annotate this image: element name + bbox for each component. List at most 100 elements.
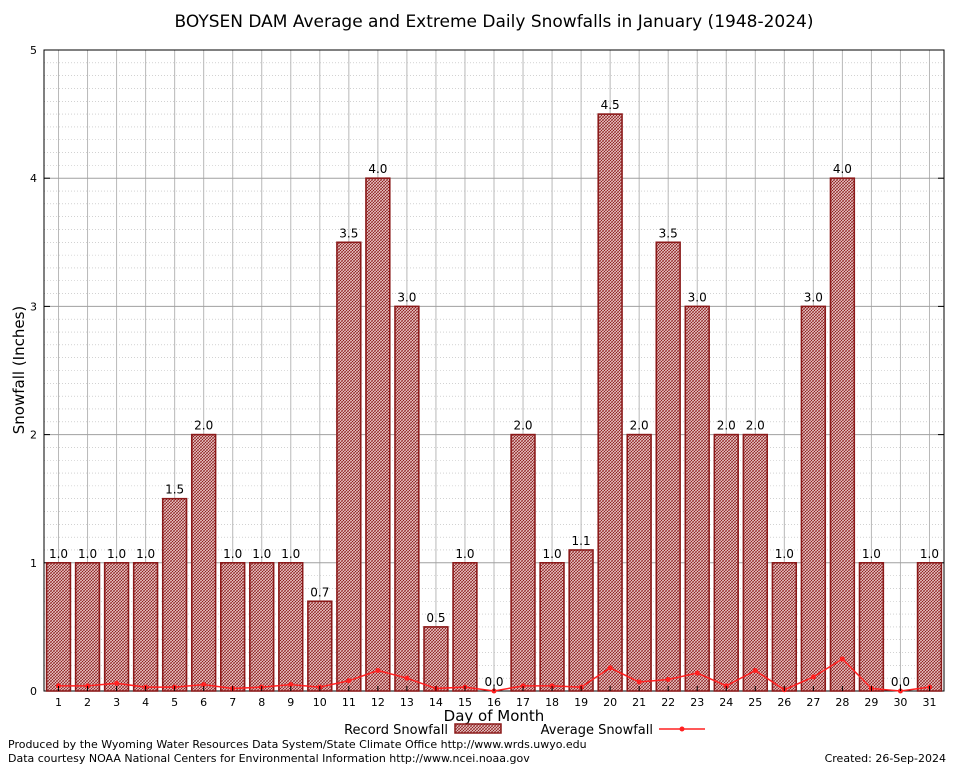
bar-value-label: 0.7 — [310, 585, 329, 599]
average-point — [201, 682, 207, 688]
record-bar — [190, 433, 217, 692]
x-tick-label: 26 — [777, 696, 791, 709]
x-tick-label: 17 — [516, 696, 530, 709]
bar-value-label: 2.0 — [194, 419, 213, 433]
record-bar — [916, 561, 943, 692]
record-bar — [452, 561, 478, 692]
bar-value-label: 1.0 — [543, 547, 562, 561]
bar-value-label: 1.0 — [455, 547, 474, 561]
y-tick-label: 1 — [30, 557, 37, 570]
bar-value-label: 1.0 — [107, 547, 126, 561]
bar-value-label: 2.0 — [630, 419, 649, 433]
record-bar — [74, 561, 101, 692]
record-bar — [220, 561, 246, 692]
average-point — [810, 674, 816, 680]
x-tick-label: 20 — [603, 696, 617, 709]
bar-value-label: 1.0 — [775, 547, 794, 561]
record-bar — [539, 561, 565, 692]
y-tick-label: 2 — [30, 429, 37, 442]
average-point — [636, 679, 642, 685]
x-tick-label: 12 — [371, 696, 385, 709]
bar-value-label: 1.0 — [862, 547, 881, 561]
record-bar — [800, 305, 827, 692]
bar-value-label: 1.0 — [281, 547, 300, 561]
x-tick-label: 28 — [835, 696, 849, 709]
average-point — [404, 675, 410, 681]
average-point — [549, 683, 555, 689]
x-tick-label: 4 — [142, 696, 149, 709]
y-axis-label: Snowfall (Inches) — [10, 306, 28, 434]
x-tick-label: 27 — [806, 696, 820, 709]
bar-value-label: 2.0 — [746, 419, 765, 433]
average-point — [288, 682, 294, 688]
record-bar — [858, 561, 885, 692]
bar-value-label: 3.0 — [397, 290, 416, 304]
average-point — [85, 683, 91, 689]
average-point — [114, 680, 120, 686]
x-tick-label: 24 — [719, 696, 733, 709]
record-bar — [510, 433, 536, 692]
x-tick-label: 5 — [171, 696, 178, 709]
bar-value-label: 3.5 — [659, 226, 678, 240]
legend-average-label: Average Snowfall — [541, 723, 653, 738]
x-tick-label: 22 — [661, 696, 675, 709]
average-point — [607, 665, 613, 671]
bar-value-label: 1.0 — [223, 547, 242, 561]
record-bar — [45, 561, 72, 692]
record-bar — [829, 177, 856, 692]
footer-created-date: Created: 26-Sep-2024 — [825, 752, 946, 765]
bar-value-label: 1.5 — [165, 483, 184, 497]
average-point — [56, 683, 62, 689]
x-tick-label: 10 — [313, 696, 327, 709]
legend-average-marker — [679, 726, 685, 732]
bar-value-label: 1.0 — [136, 547, 155, 561]
x-tick-label: 16 — [487, 696, 501, 709]
record-bar — [103, 561, 130, 692]
record-bar — [394, 305, 420, 692]
bar-value-label: 1.0 — [78, 547, 97, 561]
average-point — [665, 676, 671, 682]
record-bar — [161, 497, 188, 692]
x-tick-label: 14 — [429, 696, 443, 709]
record-bar — [626, 433, 652, 692]
record-bar — [771, 561, 798, 692]
x-tick-label: 21 — [632, 696, 646, 709]
bar-value-label: 3.0 — [688, 290, 707, 304]
y-axis: 0 1 2 3 4 5 — [30, 44, 944, 698]
x-tick-label: 23 — [690, 696, 704, 709]
x-axis: 1 2 3 4 5 6 7 8 9 10 11 12 13 14 15 16 17 18 19 20 21 22 23 24 2… — [55, 686, 936, 709]
record-bar — [568, 549, 594, 692]
x-tick-label: 3 — [113, 696, 120, 709]
bar-value-label: 2.0 — [717, 419, 736, 433]
bar-value-label: 3.0 — [804, 290, 823, 304]
record-bar — [336, 241, 362, 692]
x-tick-label: 11 — [342, 696, 356, 709]
record-bar — [713, 433, 739, 692]
average-point — [520, 683, 526, 689]
bar-value-label: 4.0 — [368, 162, 387, 176]
footer-produced-by: Produced by the Wyoming Water Resources … — [8, 738, 587, 751]
x-tick-label: 15 — [458, 696, 472, 709]
x-tick-label: 18 — [545, 696, 559, 709]
bar-value-label: 1.0 — [49, 547, 68, 561]
bar-value-label: 0.0 — [484, 675, 503, 689]
x-tick-label: 6 — [200, 696, 207, 709]
average-point — [346, 678, 352, 684]
x-tick-label: 29 — [864, 696, 878, 709]
y-tick-label: 0 — [30, 685, 37, 698]
record-bar — [249, 561, 275, 692]
y-tick-label: 4 — [30, 172, 37, 185]
record-bar — [597, 113, 623, 692]
record-bars — [45, 113, 943, 692]
bar-value-label: 1.1 — [572, 534, 591, 548]
x-tick-label: 30 — [893, 696, 907, 709]
record-bar — [684, 305, 710, 692]
record-bar — [742, 433, 768, 692]
bar-value-label: 4.0 — [833, 162, 852, 176]
x-tick-label: 9 — [287, 696, 294, 709]
x-axis-label: Day of Month — [444, 707, 545, 725]
x-tick-label: 31 — [922, 696, 936, 709]
x-tick-label: 2 — [84, 696, 91, 709]
bar-value-label: 4.5 — [601, 98, 620, 112]
